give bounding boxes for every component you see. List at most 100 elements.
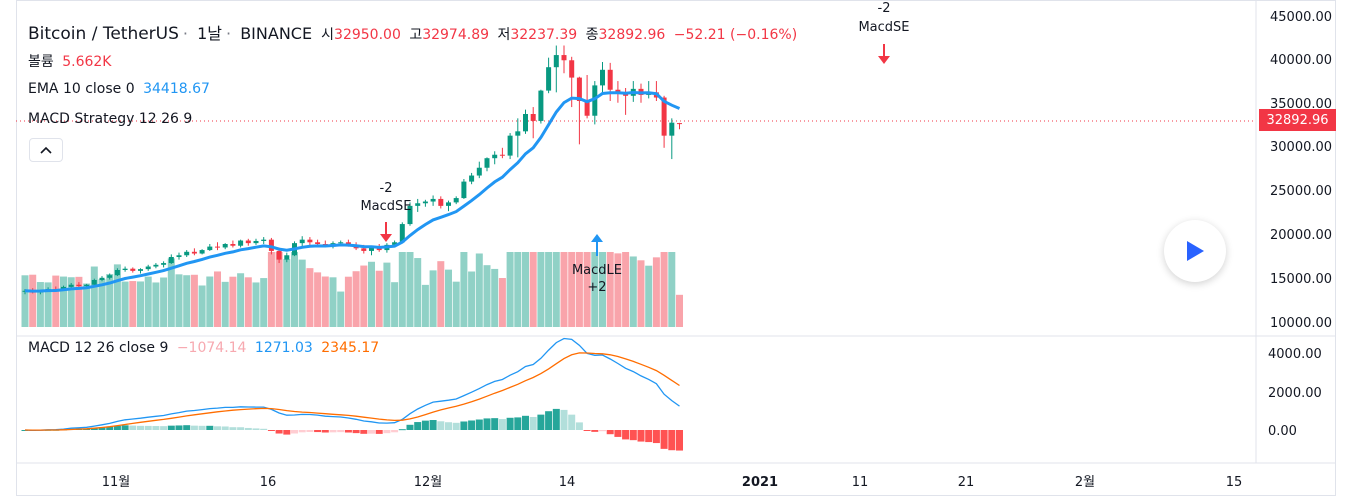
candle-body [153,264,159,267]
volume-bar [468,271,476,327]
macd-hist-bar [568,414,576,430]
candle-body [76,284,82,287]
volume-bar [329,277,337,327]
candle-body [238,240,244,246]
candle-body [515,131,521,136]
macd-hist-value: −1074.14 [176,340,247,356]
volume-bar [429,270,437,327]
candle-body [669,122,675,136]
macd-axis[interactable]: 4000.00 2000.00 0.00 [1268,347,1322,439]
macd-hist-bar [383,430,391,434]
candle-body [299,239,305,244]
macd-hist-bar [445,422,452,430]
macd-hist-bar [599,430,606,432]
volume-bar [522,252,529,327]
macd-legend[interactable]: MACD 12 26 close 9 −1074.14 1271.03 2345… [28,340,383,356]
volume-bar [483,265,491,327]
macd-axis-label: 0.00 [1268,424,1297,439]
candle-body [145,266,151,270]
symbol-name[interactable]: Bitcoin / TetherUS [28,24,179,44]
macd-hist-bar [506,417,514,430]
arrow-up-icon [591,234,603,242]
volume-bar [44,282,52,327]
strategy-legend[interactable]: MACD Strategy 12 26 9 [28,111,196,127]
volume-bar [137,281,144,327]
volume-bar [375,270,383,327]
candle-body [661,97,667,136]
macd-hist-bar [298,430,306,433]
price-axis-label: 10000.00 [1270,316,1332,331]
signal-macdse-2[interactable]: -2 MacdSE [858,1,910,64]
volume-bar [36,282,44,327]
volume-bar [568,252,576,327]
replay-play-button[interactable] [1164,220,1226,282]
macd-hist-bar [529,416,537,430]
macd-hist-bar [160,426,168,430]
volume-bar [406,252,414,327]
volume-bar [260,278,268,327]
candle-body [576,77,582,101]
volume-bar [183,275,191,327]
macd-hist-bar [552,408,560,430]
volume-value: 5.662K [62,54,112,70]
candle-body [476,167,482,176]
price-axis-label: 20000.00 [1270,228,1332,243]
candle-body [492,154,498,159]
volume-bar [214,271,221,327]
volume-bar [614,253,622,327]
candle-body [361,248,367,251]
volume-bar [652,257,660,327]
volume-bar [83,283,91,327]
volume-bar [129,281,137,327]
strategy-label: MACD Strategy 12 26 9 [28,111,193,127]
candle-body [438,198,444,206]
macd-hist-bar [306,430,314,432]
play-icon [1187,241,1204,261]
exchange: BINANCE [240,24,313,43]
volume-bar [537,252,545,327]
volume-bar [206,276,214,327]
volume-bar [283,259,291,327]
interval[interactable]: 1날 [197,24,223,43]
macd-hist-bar [491,418,499,430]
candle-body [207,246,213,251]
candle-body [592,85,598,116]
macd-hist-bar [221,426,229,430]
macd-hist-bar [406,424,414,430]
volume-bar [75,276,83,327]
macd-hist-bar [514,417,522,430]
arrow-down-icon [380,234,392,242]
candle-body [99,277,105,280]
volume-bar [337,291,345,327]
ema-line [24,90,681,293]
candle-body [253,240,259,244]
macd-hist-bar [275,430,283,434]
volume-bar [167,258,175,327]
ema-value: 34418.67 [143,81,210,97]
volume-bar [591,252,599,327]
signal-macdle[interactable]: MacdLE +2 [572,234,622,295]
ema-legend[interactable]: EMA 10 close 0 34418.67 [28,81,214,97]
collapse-legend-button[interactable] [29,138,63,162]
macd-hist-bar [368,430,375,434]
signal-macdse-1[interactable]: -2 MacdSE [360,181,412,242]
candle-body [430,198,436,202]
macd-hist-bar [560,409,568,430]
macd-hist-bar [244,427,252,430]
volume-bar [321,276,329,327]
volume-legend[interactable]: 볼륨 5.662K [28,51,115,71]
symbol-legend[interactable]: Bitcoin / TetherUS · 1날 · BINANCE 시32950.0… [28,24,798,44]
volume-bar [67,277,75,327]
volume-bar [491,268,499,327]
time-axis[interactable]: 11월 16 12월 16 14 2021 11 21 2월 15 [102,475,1243,490]
volume-bar [360,265,368,327]
volume-bar [583,252,591,327]
time-axis-label: 21 [958,475,975,490]
price-axis[interactable]: 45000.00 40000.00 35000.00 30000.00 2500… [1270,10,1332,331]
macd-hist-bar [645,430,653,443]
candle-body [484,158,490,168]
volume-bar [244,277,252,327]
volume-bar [21,275,29,327]
candle-body [91,279,97,285]
